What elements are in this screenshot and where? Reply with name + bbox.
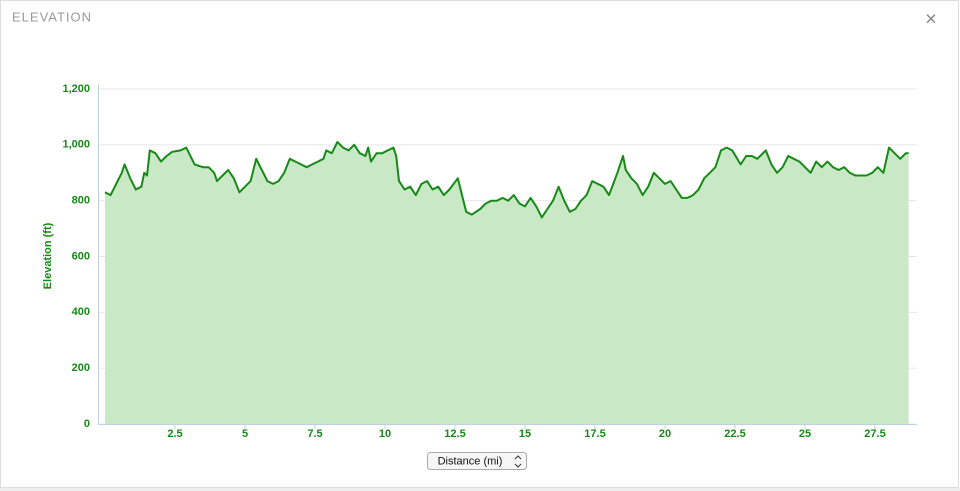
x-tick-label: 17.5	[584, 428, 605, 440]
x-tick-label: 20	[659, 428, 671, 440]
y-tick-label: 800	[72, 195, 90, 207]
area-fill	[105, 142, 909, 424]
x-tick-label: 10	[379, 428, 391, 440]
close-button[interactable]: ×	[925, 8, 937, 30]
select-box[interactable]	[427, 452, 527, 470]
y-tick-label: 200	[72, 362, 90, 374]
y-tick-label: 400	[72, 306, 90, 318]
elevation-line	[104, 141, 909, 219]
modal-title: ELEVATION	[12, 9, 92, 24]
page-strip	[0, 488, 960, 491]
y-tick-label: 0	[84, 418, 90, 430]
x-axis-select[interactable]: Distance (mi)	[427, 452, 527, 470]
y-tick-label: 1,200	[62, 83, 90, 95]
x-tick-label: 22.5	[724, 428, 745, 440]
y-tick-label: 600	[72, 250, 90, 262]
x-axis-label[interactable]: Distance (mi)	[438, 455, 503, 467]
select-arrows	[514, 455, 522, 468]
x-tick-label: 7.5	[307, 428, 322, 440]
y-axis-label: Elevation (ft)	[42, 222, 54, 289]
y-tick-label: 1,000	[62, 139, 90, 151]
x-tick-label: 2.5	[167, 428, 182, 440]
x-tick-label: 12.5	[444, 428, 465, 440]
x-tick-label: 5	[242, 428, 248, 440]
x-tick-label: 25	[799, 428, 811, 440]
x-tick-label: 27.5	[864, 428, 885, 440]
x-tick-label: 15	[519, 428, 531, 440]
